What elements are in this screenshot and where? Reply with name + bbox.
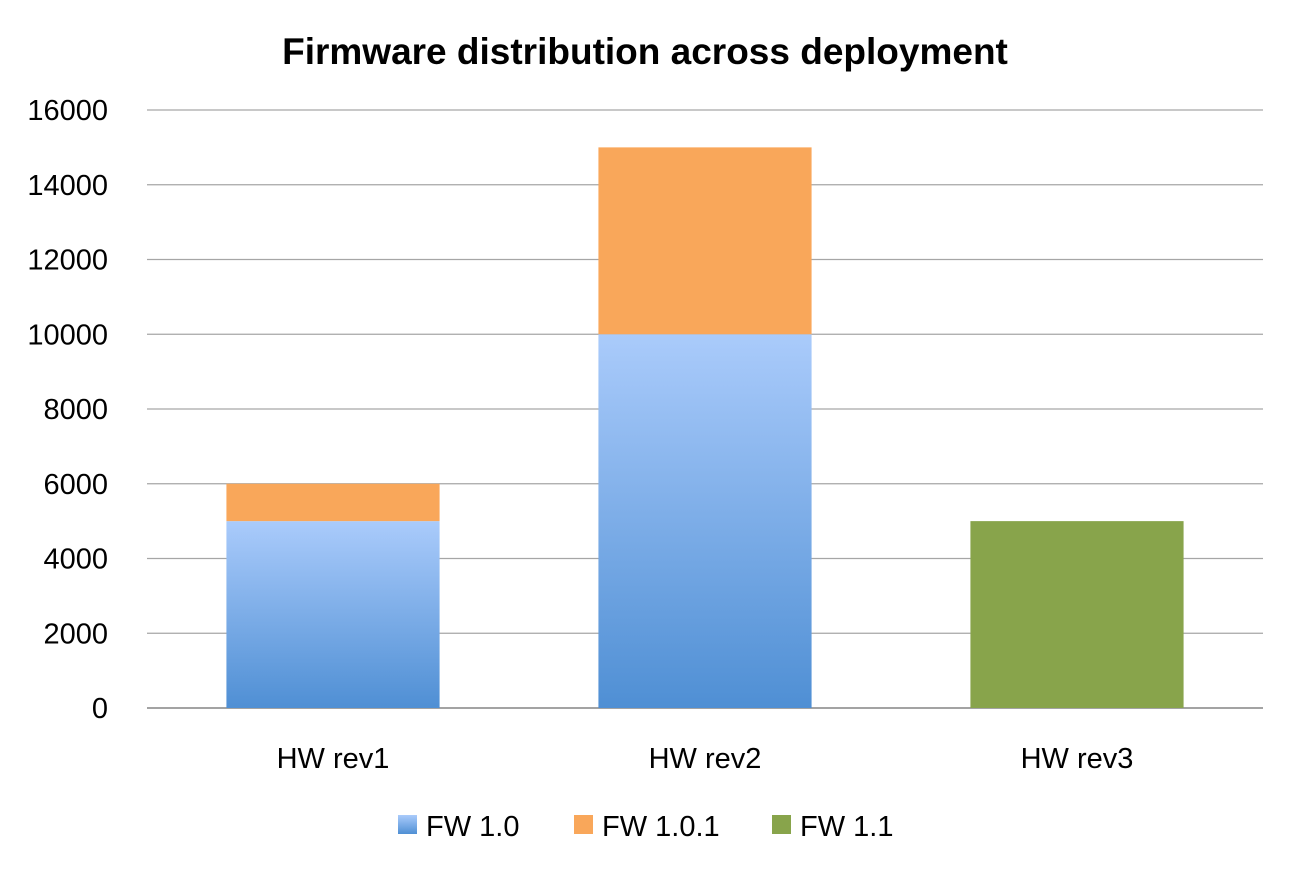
legend: FW 1.0 FW 1.0.1 FW 1.1: [398, 811, 893, 843]
y-tick-label: 4000: [43, 544, 108, 576]
legend-swatch-fw-1-0: [398, 815, 417, 834]
y-tick-label: 12000: [27, 245, 108, 277]
bar-hw-rev1-fw-1-0: [226, 521, 440, 708]
legend-label: FW 1.0.1: [602, 811, 720, 843]
bar-hw-rev2-fw-1-0: [598, 334, 812, 708]
legend-label: FW 1.1: [800, 811, 893, 843]
y-tick-label: 6000: [43, 469, 108, 501]
bar-hw-rev3-fw-1-1: [970, 521, 1184, 708]
x-category-label: HW rev3: [1021, 743, 1134, 775]
legend-swatch-fw-1-1: [772, 815, 791, 834]
y-tick-label: 14000: [27, 170, 108, 202]
x-category-label: HW rev2: [649, 743, 762, 775]
bar-hw-rev1-fw-1-0-1: [226, 483, 440, 522]
y-tick-label: 10000: [27, 319, 108, 351]
bar-hw-rev2-fw-1-0-1: [598, 147, 812, 335]
bar-layer: [226, 147, 1184, 708]
y-tick-label: 16000: [27, 95, 108, 127]
legend-label: FW 1.0: [426, 811, 519, 843]
y-axis-ticks: 0 2000 4000 6000 8000 10000 12000 14000 16000: [27, 95, 108, 725]
legend-swatch-fw-1-0-1: [574, 815, 593, 834]
y-tick-label: 8000: [43, 394, 108, 426]
y-tick-label: 0: [92, 693, 108, 725]
x-category-label: HW rev1: [277, 743, 390, 775]
y-tick-label: 2000: [43, 618, 108, 650]
x-axis-categories: HW rev1 HW rev2 HW rev3: [277, 743, 1134, 775]
chart-title: Firmware distribution across deployment: [282, 31, 1008, 72]
